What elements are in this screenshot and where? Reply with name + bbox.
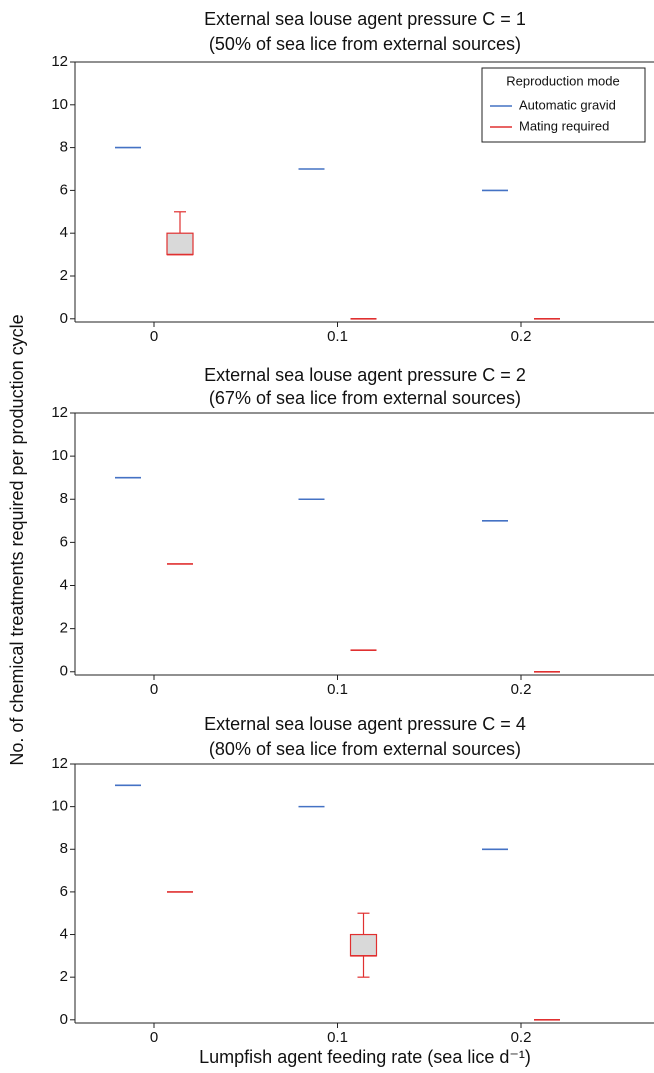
x-tick-label: 0.1 bbox=[327, 328, 348, 345]
y-tick-label: 8 bbox=[60, 139, 68, 156]
y-tick-label: 0 bbox=[60, 663, 68, 680]
x-tick-label: 0.2 bbox=[511, 1029, 532, 1046]
y-tick-label: 8 bbox=[60, 490, 68, 507]
x-tick-label: 0.1 bbox=[327, 681, 348, 698]
y-tick-label: 12 bbox=[51, 53, 68, 70]
chart-subtitle: (50% of sea lice from external sources) bbox=[209, 34, 521, 54]
legend-title: Reproduction mode bbox=[506, 73, 619, 88]
y-tick-label: 4 bbox=[60, 926, 68, 943]
chart-title: External sea louse agent pressure C = 1 bbox=[204, 9, 526, 29]
chart-title: External sea louse agent pressure C = 2 bbox=[204, 365, 526, 385]
y-tick-label: 6 bbox=[60, 533, 68, 550]
y-tick-label: 10 bbox=[51, 798, 68, 815]
y-tick-label: 10 bbox=[51, 447, 68, 464]
y-tick-label: 0 bbox=[60, 1011, 68, 1028]
x-tick-label: 0 bbox=[150, 328, 158, 345]
chart-title: External sea louse agent pressure C = 4 bbox=[204, 714, 526, 734]
y-tick-label: 6 bbox=[60, 181, 68, 198]
y-tick-label: 0 bbox=[60, 310, 68, 327]
y-tick-label: 10 bbox=[51, 96, 68, 113]
y-tick-label: 8 bbox=[60, 840, 68, 857]
x-tick-label: 0.1 bbox=[327, 1029, 348, 1046]
y-tick-label: 4 bbox=[60, 576, 68, 593]
legend-label: Mating required bbox=[519, 118, 609, 133]
x-tick-label: 0 bbox=[150, 681, 158, 698]
y-tick-label: 6 bbox=[60, 883, 68, 900]
x-tick-label: 0.2 bbox=[511, 328, 532, 345]
x-tick-label: 0 bbox=[150, 1029, 158, 1046]
x-axis-label: Lumpfish agent feeding rate (sea lice d⁻… bbox=[199, 1047, 531, 1067]
y-axis-label: No. of chemical treatments required per … bbox=[7, 314, 27, 765]
box bbox=[166, 232, 194, 256]
box bbox=[349, 933, 378, 957]
y-tick-label: 12 bbox=[51, 404, 68, 421]
chart-subtitle: (80% of sea lice from external sources) bbox=[209, 739, 521, 759]
legend-box bbox=[481, 67, 646, 143]
y-tick-label: 2 bbox=[60, 620, 68, 637]
y-tick-label: 12 bbox=[51, 755, 68, 772]
y-tick-label: 2 bbox=[60, 267, 68, 284]
x-tick-label: 0.2 bbox=[511, 681, 532, 698]
y-tick-label: 4 bbox=[60, 224, 68, 241]
chart-subtitle: (67% of sea lice from external sources) bbox=[209, 388, 521, 408]
legend-label: Automatic gravid bbox=[519, 97, 616, 112]
y-tick-label: 2 bbox=[60, 968, 68, 985]
